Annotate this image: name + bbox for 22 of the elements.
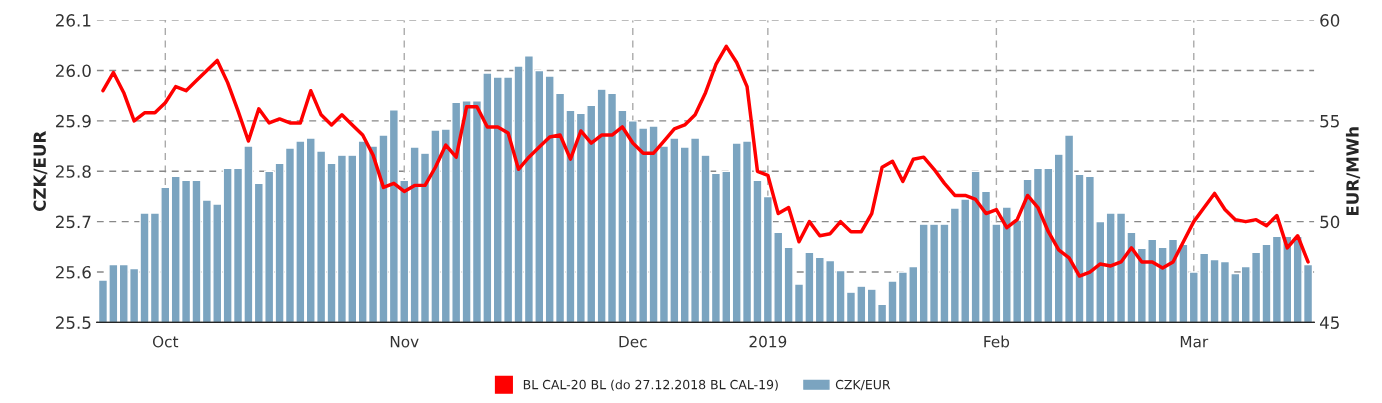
x-tick-label: Oct: [152, 335, 179, 348]
y2-tick-label: 60: [1320, 14, 1340, 27]
y-tick-label: 25.5: [55, 316, 91, 329]
y2-tick-label: 45: [1319, 316, 1339, 329]
x-tick-label: 2019: [749, 335, 787, 348]
x-tick-label: Feb: [984, 335, 1010, 348]
y-tick-label: 25.7: [55, 215, 91, 229]
x-tick-label: Mar: [1180, 336, 1209, 348]
y-tick-label: 26.0: [55, 64, 91, 78]
line-series: [101, 44, 1310, 278]
y-tick-label: 25.6: [55, 265, 91, 279]
y-axis-title: CZK/EUR: [33, 131, 48, 211]
y2-tick-label: 50: [1320, 215, 1340, 229]
legend-label: BL CAL-20 BL (do 27.12.2018 BL CAL-19): [523, 379, 778, 391]
legend-label: CZK/EUR: [835, 379, 891, 391]
x-tick-label: Nov: [390, 336, 419, 348]
y-tick-label: 25.9: [55, 114, 91, 128]
y2-tick-label: 55: [1320, 115, 1339, 128]
y-tick-label: 26.1: [55, 14, 91, 27]
y2-axis-title: EUR/MWh: [1345, 127, 1361, 216]
x-tick-label: Dec: [619, 336, 647, 348]
y-tick-label: 25.8: [55, 165, 91, 178]
